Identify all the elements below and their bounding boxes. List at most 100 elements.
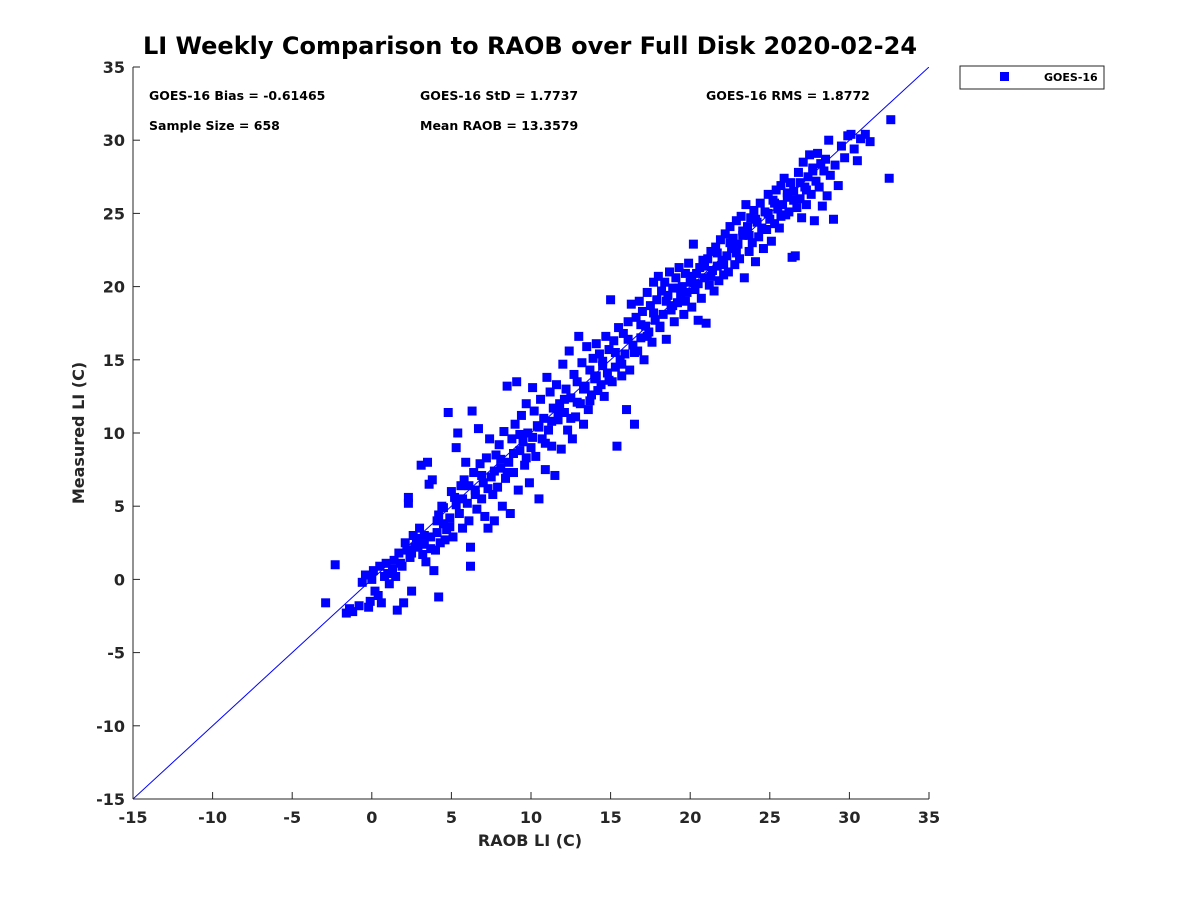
scatter-point [451, 500, 461, 510]
scatter-point [816, 159, 826, 169]
scatter-point [478, 478, 488, 488]
scatter-point [524, 478, 534, 488]
scatter-point [685, 277, 695, 287]
annotation-sample-size: Sample Size = 658 [149, 118, 280, 133]
scatter-point [391, 571, 401, 581]
scatter-point [674, 263, 684, 273]
scatter-point [649, 277, 659, 287]
scatter-point [792, 203, 802, 213]
scatter-point [795, 194, 805, 204]
scatter-point [419, 539, 429, 549]
scatter-point [540, 465, 550, 475]
scatter-point [763, 208, 773, 218]
scatter-point [375, 561, 385, 571]
scatter-point [690, 285, 700, 295]
scatter-point [368, 566, 378, 576]
scatter-point [392, 605, 402, 615]
scatter-point [636, 320, 646, 330]
scatter-point [687, 271, 697, 281]
scatter-point [564, 346, 574, 356]
scatter-point [515, 446, 525, 456]
scatter-point [561, 384, 571, 394]
scatter-point [676, 292, 686, 302]
scatter-point [636, 333, 646, 343]
y-tick-label: -10 [96, 717, 125, 736]
scatter-point [706, 271, 716, 281]
scatter-point [528, 432, 538, 442]
scatter-points-group [321, 115, 896, 618]
scatter-point [434, 592, 444, 602]
scatter-point [572, 377, 582, 387]
scatter-point [672, 298, 682, 308]
scatter-point [354, 601, 364, 611]
scatter-point [438, 519, 448, 529]
scatter-point [886, 115, 896, 125]
scatter-point [606, 295, 616, 305]
scatter-point [774, 223, 784, 233]
scatter-point [381, 558, 391, 568]
scatter-point [360, 570, 370, 580]
scatter-point [814, 182, 824, 192]
scatter-point [680, 268, 690, 278]
x-tick-label: 35 [918, 808, 940, 827]
scatter-point [432, 528, 442, 538]
y-tick-label: 10 [103, 424, 125, 443]
scatter-point [387, 564, 397, 574]
scatter-point [755, 198, 765, 208]
scatter-point [547, 416, 557, 426]
scatter-point [470, 489, 480, 499]
x-tick-label: 20 [679, 808, 701, 827]
scatter-point [747, 238, 757, 248]
scatter-point [483, 484, 493, 494]
x-tick-label: 0 [366, 808, 377, 827]
scatter-point [435, 538, 445, 548]
scatter-point [574, 331, 584, 341]
scatter-point [623, 334, 633, 344]
scatter-point [591, 371, 601, 381]
scatter-point [594, 349, 604, 359]
scatter-point [489, 516, 499, 526]
scatter-point [496, 463, 506, 473]
x-ticks: -15 -10 -5 0 5 10 15 20 25 30 35 [119, 792, 940, 827]
scatter-point [357, 577, 367, 587]
scatter-point [806, 189, 816, 199]
x-tick-label: -15 [119, 808, 148, 827]
annotation-bias: GOES-16 Bias = -0.61465 [149, 88, 325, 103]
scatter-point [488, 489, 498, 499]
scatter-point [529, 406, 539, 416]
y-tick-label: 5 [114, 497, 125, 516]
scatter-point [629, 419, 639, 429]
scatter-point [698, 255, 708, 265]
scatter-point [805, 150, 815, 160]
scatter-point [531, 451, 541, 461]
scatter-point [821, 154, 831, 164]
x-tick-label: 5 [446, 808, 457, 827]
scatter-point [563, 425, 573, 435]
scatter-point [394, 548, 404, 558]
scatter-point [793, 167, 803, 177]
annotation-std: GOES-16 StD = 1.7737 [420, 88, 578, 103]
scatter-point [365, 596, 375, 606]
scatter-point [696, 293, 706, 303]
scatter-point [852, 156, 862, 166]
scatter-point [703, 254, 713, 264]
annotation-mean-raob: Mean RAOB = 13.3579 [420, 118, 578, 133]
scatter-point [571, 412, 581, 422]
scatter-point [443, 408, 453, 418]
scatter-point [609, 336, 619, 346]
scatter-point [604, 375, 614, 385]
scatter-point [467, 406, 477, 416]
scatter-point [738, 226, 748, 236]
scatter-point [758, 244, 768, 254]
scatter-point [536, 394, 546, 404]
scatter-point [744, 230, 754, 240]
scatter-point [684, 258, 694, 268]
scatter-point [567, 434, 577, 444]
scatter-point [596, 380, 606, 390]
scatter-point [620, 349, 630, 359]
scatter-point [801, 200, 811, 210]
x-tick-label: -5 [283, 808, 301, 827]
scatter-point [504, 457, 514, 467]
scatter-point [451, 443, 461, 453]
